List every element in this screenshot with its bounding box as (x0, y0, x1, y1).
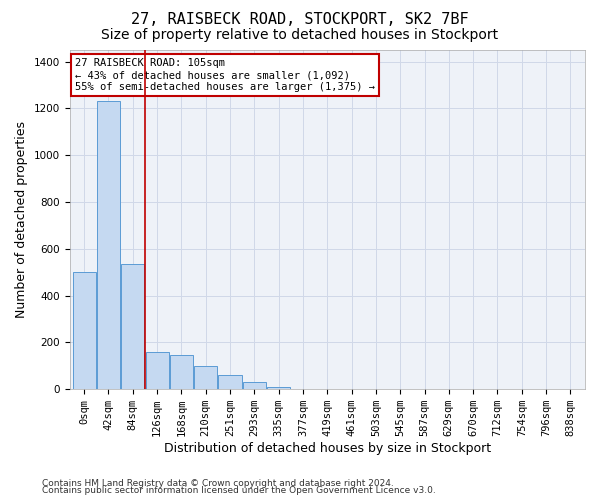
Bar (194, 366, 217, 389)
Y-axis label: Number of detached properties: Number of detached properties (15, 121, 28, 318)
Text: 27 RAISBECK ROAD: 105sqm
← 43% of detached houses are smaller (1,092)
55% of sem: 27 RAISBECK ROAD: 105sqm ← 43% of detach… (74, 58, 374, 92)
Bar (97, 102, 120, 389)
Text: Contains HM Land Registry data © Crown copyright and database right 2024.: Contains HM Land Registry data © Crown c… (42, 478, 394, 488)
Bar (218, 375, 242, 389)
Text: Size of property relative to detached houses in Stockport: Size of property relative to detached ho… (101, 28, 499, 42)
Bar (243, 382, 266, 389)
Bar (73, 272, 95, 389)
Bar (146, 352, 169, 389)
Bar (121, 264, 144, 389)
Bar (267, 387, 290, 389)
Text: 27, RAISBECK ROAD, STOCKPORT, SK2 7BF: 27, RAISBECK ROAD, STOCKPORT, SK2 7BF (131, 12, 469, 28)
Text: Contains public sector information licensed under the Open Government Licence v3: Contains public sector information licen… (42, 486, 436, 495)
X-axis label: Distribution of detached houses by size in Stockport: Distribution of detached houses by size … (164, 442, 491, 455)
Bar (170, 356, 193, 389)
